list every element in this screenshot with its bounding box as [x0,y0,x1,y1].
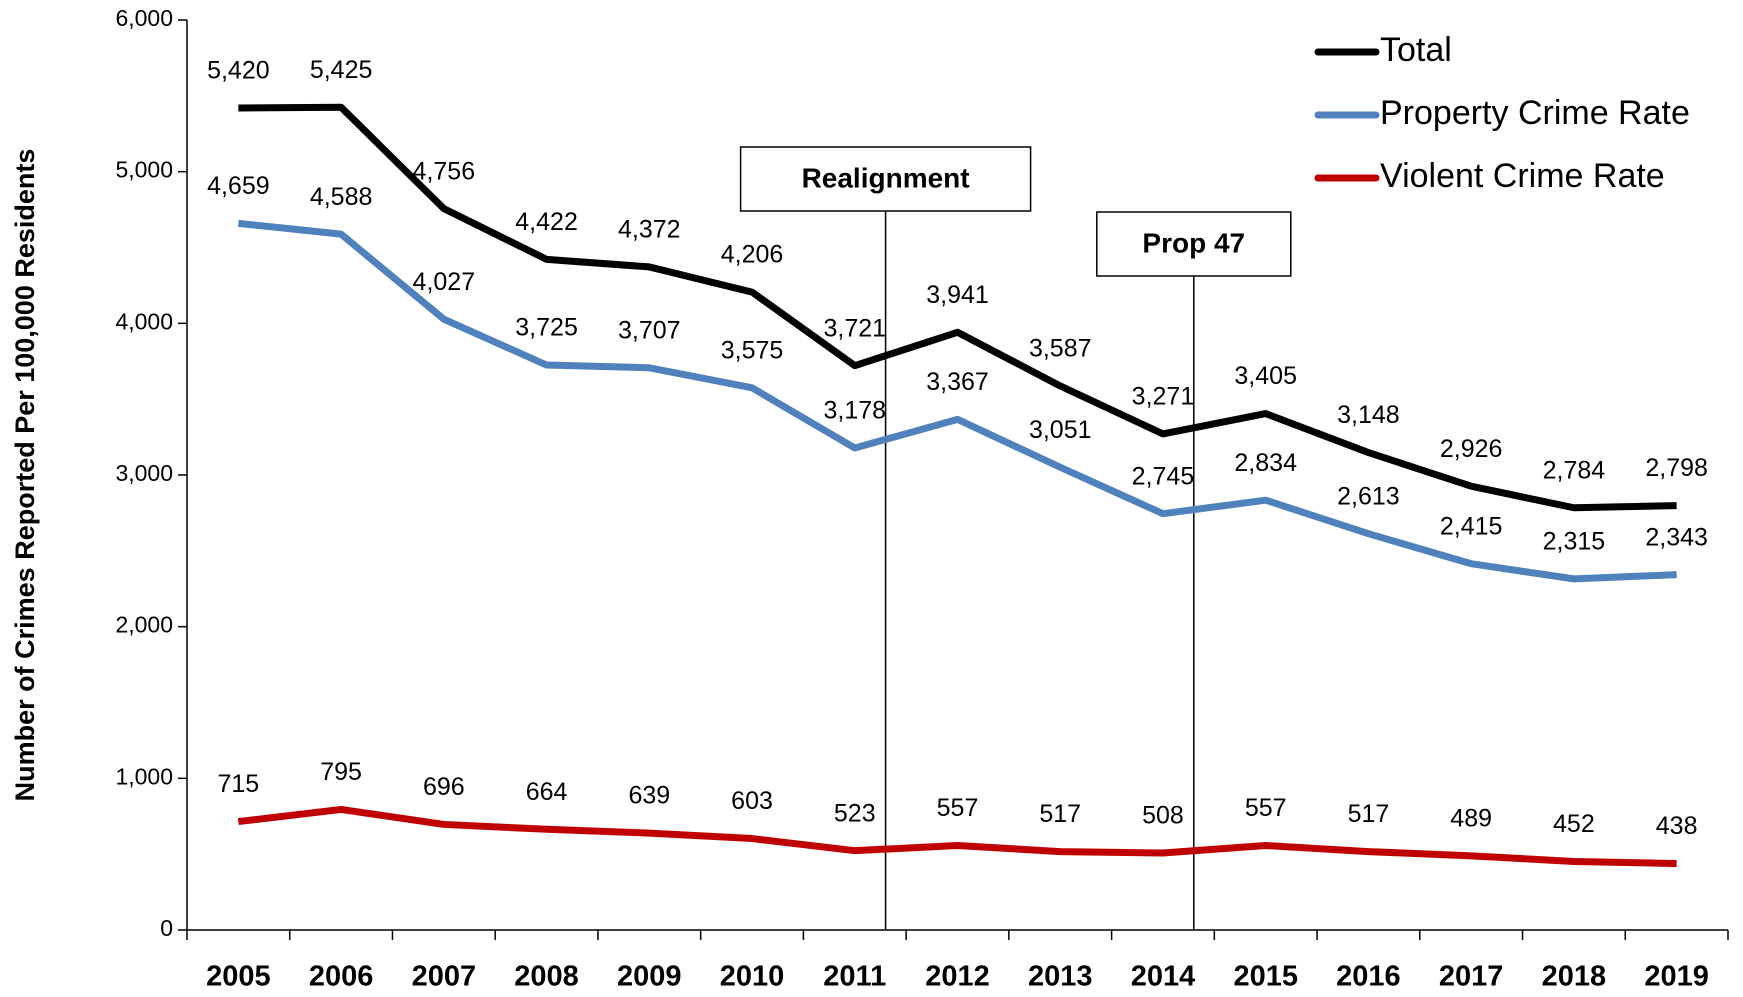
data-label: 557 [937,794,979,822]
data-label: 557 [1245,794,1287,822]
data-label: 2,834 [1234,449,1297,477]
data-label: 517 [1039,800,1081,828]
data-label: 639 [628,782,670,810]
data-label: 3,725 [515,314,578,342]
data-label: 3,178 [823,397,886,425]
data-label: 438 [1656,812,1698,840]
data-label: 3,405 [1234,362,1297,390]
data-label: 3,148 [1337,401,1400,429]
series-line [238,103,1677,512]
data-label: 4,206 [721,241,784,269]
annotation-text: Prop 47 [1142,227,1245,258]
x-tick-label: 2010 [720,961,785,993]
x-tick-label: 2008 [514,961,579,993]
x-tick-label: 2014 [1131,961,1196,993]
data-label: 603 [731,787,773,815]
data-label: 3,707 [618,316,681,344]
data-label: 2,415 [1440,512,1503,540]
y-tick-label: 2,000 [115,612,173,638]
data-label: 2,798 [1645,454,1708,482]
data-label: 452 [1553,810,1595,838]
data-label: 4,756 [413,157,476,185]
x-tick-label: 2009 [617,961,682,993]
y-tick-label: 5,000 [115,157,173,183]
data-label: 489 [1450,804,1492,832]
data-label: 2,315 [1543,528,1606,556]
series-line [238,219,1677,583]
x-tick-label: 2007 [412,961,477,993]
data-label: 3,587 [1029,335,1092,363]
data-label: 4,588 [310,183,373,211]
data-label: 2,343 [1645,523,1708,551]
data-label: 4,372 [618,216,681,244]
data-label: 3,367 [926,368,989,396]
y-tick-label: 3,000 [115,460,173,486]
legend-label: Total [1380,31,1452,69]
data-label: 4,422 [515,208,578,236]
legend-label: Violent Crime Rate [1380,157,1665,195]
x-tick-label: 2018 [1542,961,1607,993]
x-tick-label: 2016 [1336,961,1401,993]
data-label: 715 [218,770,260,798]
data-label: 508 [1142,802,1184,830]
data-label: 523 [834,799,876,827]
data-label: 4,027 [413,268,476,296]
x-tick-label: 2011 [823,961,886,993]
y-tick-label: 4,000 [115,308,173,334]
x-tick-label: 2005 [206,961,271,993]
annotation-box [739,146,1032,212]
x-tick-label: 2012 [925,961,990,993]
data-label: 664 [526,778,568,806]
data-label: 2,613 [1337,482,1400,510]
data-label: 5,420 [207,57,270,85]
annotation-text: Realignment [802,162,970,193]
x-tick-label: 2015 [1233,961,1298,993]
data-label: 3,941 [926,281,989,309]
y-tick-label: 6,000 [115,5,173,31]
y-tick-label: 1,000 [115,763,173,789]
x-tick-label: 2017 [1439,961,1504,993]
data-label: 795 [320,758,362,786]
x-tick-label: 2013 [1028,961,1093,993]
data-label: 4,659 [207,172,270,200]
data-label: 3,051 [1029,416,1092,444]
data-label: 696 [423,773,465,801]
y-tick-label: 0 [160,915,173,941]
data-label: 3,575 [721,336,784,364]
x-tick-label: 2019 [1644,961,1709,993]
annotation-box [1096,211,1292,277]
data-label: 2,784 [1543,456,1606,484]
data-label: 3,721 [823,314,886,342]
data-label: 517 [1348,800,1390,828]
data-label: 2,745 [1132,462,1195,490]
data-label: 5,425 [310,56,373,84]
y-axis-label: Number of Crimes Reported Per 100,000 Re… [10,149,40,802]
series-line [237,805,1677,868]
data-label: 2,926 [1440,435,1503,463]
legend-label: Property Crime Rate [1380,94,1690,132]
x-tick-label: 2006 [309,961,374,993]
data-label: 3,271 [1132,383,1195,411]
